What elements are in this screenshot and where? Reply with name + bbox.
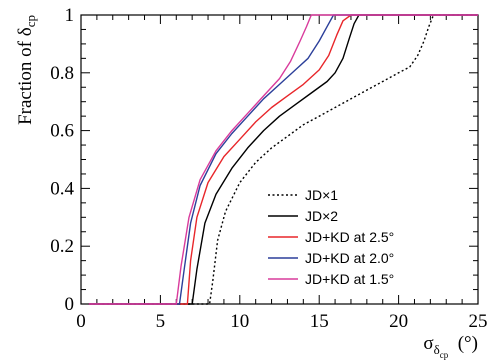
x-ticks: 0 5 10 15 20 25 [76, 15, 488, 332]
axes: 0 5 10 15 20 25 0 0.2 0.4 0.6 0.8 1 [50, 5, 487, 332]
series-line-3 [88, 14, 478, 305]
y-axis-title: Fraction of δcp [15, 15, 38, 125]
x-tick-label: 20 [389, 311, 408, 332]
legend: JD×1 JD×2 JD+KD at 2.5° JD+KD at 2.0° JD+KD … [268, 187, 394, 287]
y-tick-label: 0 [65, 294, 75, 315]
legend-label: JD+KD at 1.5° [305, 271, 394, 287]
y-tick-label: 1 [65, 5, 75, 26]
axis-titles: Fraction of δcp σδcp (°) [15, 15, 478, 360]
legend-label: JD×2 [305, 208, 338, 224]
series-line-4 [88, 14, 478, 305]
plot-frame [80, 14, 479, 305]
y-ticks: 0 0.2 0.4 0.6 0.8 1 [50, 5, 478, 315]
x-tick-label: 15 [310, 311, 329, 332]
x-tick-label: 0 [76, 311, 86, 332]
legend-label: JD×1 [305, 187, 338, 203]
x-tick-label: 25 [469, 311, 488, 332]
x-tick-label: 5 [156, 311, 166, 332]
series-line-1 [88, 14, 478, 305]
series-group [88, 14, 478, 305]
y-tick-label: 0.2 [50, 236, 74, 257]
legend-label: JD+KD at 2.0° [305, 250, 394, 266]
legend-label: JD+KD at 2.5° [305, 229, 394, 245]
series-line-2 [88, 14, 478, 305]
series-line-5 [88, 14, 478, 305]
y-tick-label: 0.4 [50, 178, 74, 199]
y-tick-label: 0.8 [50, 63, 74, 84]
y-tick-label: 0.6 [50, 121, 74, 142]
x-tick-label: 10 [230, 311, 249, 332]
x-axis-title: σδcp (°) [423, 333, 478, 360]
